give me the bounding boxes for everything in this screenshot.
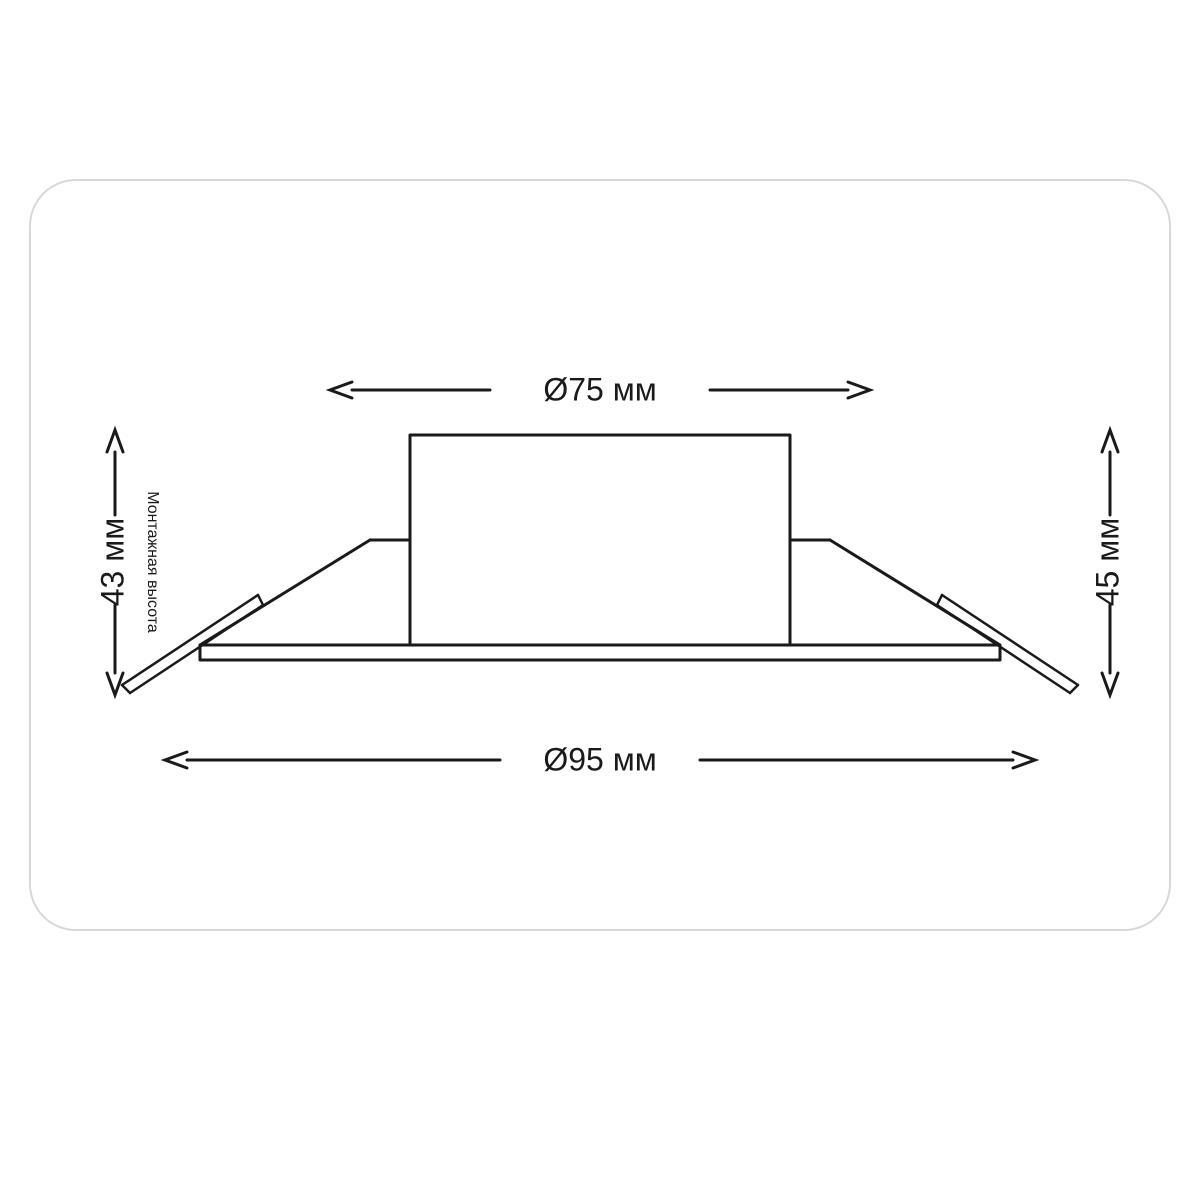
drawing-frame (30, 180, 1170, 930)
dimension-left-sublabel: Монтажная высота (144, 491, 161, 633)
technical-drawing: Ø75 мм Ø95 мм 45 мм 43 мм Монтажная высо… (0, 0, 1200, 1200)
fixture-outline (122, 435, 1078, 693)
dimension-left-label: 43 мм (94, 518, 130, 606)
dimension-top-label: Ø75 мм (543, 371, 656, 407)
dimension-right-label: 45 мм (1089, 518, 1125, 606)
dimension-bottom-label: Ø95 мм (543, 741, 656, 777)
